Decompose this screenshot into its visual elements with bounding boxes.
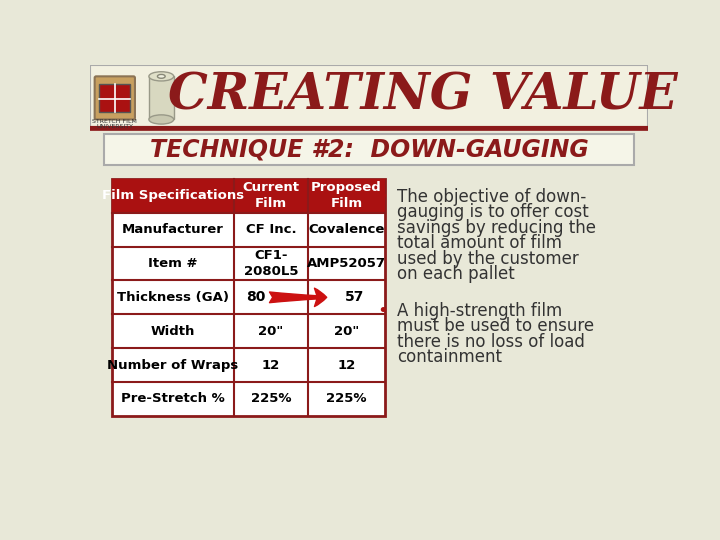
Text: there is no loss of load: there is no loss of load xyxy=(397,333,585,351)
Text: used by the customer: used by the customer xyxy=(397,249,579,268)
Text: 12: 12 xyxy=(262,359,280,372)
Text: CF1-
2080L5: CF1- 2080L5 xyxy=(243,249,298,278)
Text: savings by reducing the: savings by reducing the xyxy=(397,219,596,237)
Text: gauging is to offer cost: gauging is to offer cost xyxy=(397,204,589,221)
Text: 57: 57 xyxy=(345,291,364,305)
FancyBboxPatch shape xyxy=(112,179,385,416)
Text: TECHNIQUE #2:  DOWN-GAUGING: TECHNIQUE #2: DOWN-GAUGING xyxy=(150,138,588,161)
Text: Covalence: Covalence xyxy=(308,223,384,236)
Text: 12: 12 xyxy=(338,359,356,372)
FancyBboxPatch shape xyxy=(90,65,648,128)
FancyBboxPatch shape xyxy=(94,76,135,119)
Text: 80: 80 xyxy=(246,291,265,305)
Ellipse shape xyxy=(158,75,165,78)
Text: Width: Width xyxy=(150,325,195,338)
Text: must be used to ensure: must be used to ensure xyxy=(397,318,594,335)
Text: Current
Film: Current Film xyxy=(243,181,300,210)
Ellipse shape xyxy=(149,72,174,81)
Text: •: • xyxy=(377,302,388,320)
Text: Pre-Stretch %: Pre-Stretch % xyxy=(121,393,225,406)
FancyBboxPatch shape xyxy=(104,134,634,165)
Text: 20": 20" xyxy=(258,325,284,338)
Text: total amount of film: total amount of film xyxy=(397,234,562,252)
Text: •: • xyxy=(377,188,388,206)
Text: containment: containment xyxy=(397,348,502,366)
Text: STRETCH FILM
UNIVERSITY: STRETCH FILM UNIVERSITY xyxy=(92,119,138,130)
Text: Thickness (GA): Thickness (GA) xyxy=(117,291,229,304)
Text: Film Specifications: Film Specifications xyxy=(102,189,244,202)
Text: on each pallet: on each pallet xyxy=(397,265,515,283)
Text: Manufacturer: Manufacturer xyxy=(122,223,224,236)
FancyBboxPatch shape xyxy=(112,179,385,213)
Text: 20": 20" xyxy=(334,325,359,338)
Text: The objective of down-: The objective of down- xyxy=(397,188,586,206)
FancyBboxPatch shape xyxy=(99,84,130,112)
Text: 225%: 225% xyxy=(326,393,366,406)
Text: CREATING VALUE: CREATING VALUE xyxy=(168,72,678,121)
Text: A high-strength film: A high-strength film xyxy=(397,302,562,320)
Text: Proposed
Film: Proposed Film xyxy=(311,181,382,210)
Text: Item #: Item # xyxy=(148,257,198,270)
Text: CF Inc.: CF Inc. xyxy=(246,223,296,236)
Text: 225%: 225% xyxy=(251,393,291,406)
Ellipse shape xyxy=(149,115,174,124)
Text: AMP52057: AMP52057 xyxy=(307,257,386,270)
Text: Number of Wraps: Number of Wraps xyxy=(107,359,238,372)
FancyBboxPatch shape xyxy=(149,76,174,119)
